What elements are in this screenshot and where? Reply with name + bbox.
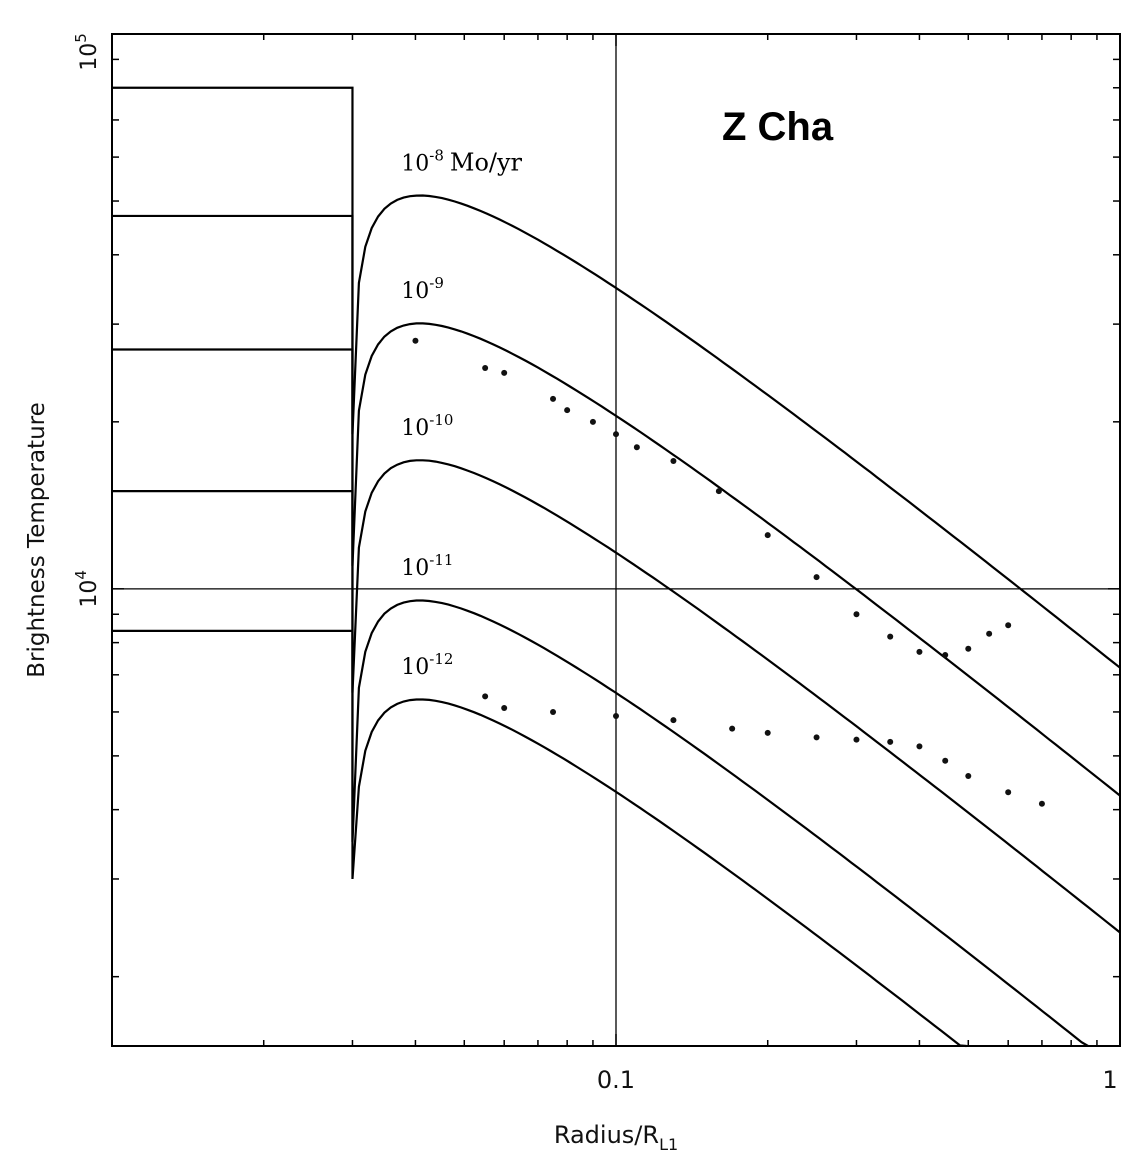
outburst-point [942, 651, 949, 658]
curve-label: 10-12 [401, 650, 453, 680]
outburst-point [1005, 622, 1012, 629]
observed-points [412, 337, 1045, 807]
outburst-point [501, 369, 508, 376]
quiescence-point [887, 738, 894, 745]
curve-label-base: 10 [401, 556, 429, 581]
outburst-point [564, 407, 571, 414]
quiescence-point [764, 729, 771, 736]
quiescence-point [550, 708, 557, 715]
x-tick-label: 0.1 [597, 1066, 635, 1094]
outburst-point [887, 633, 894, 640]
quiescence-point [965, 772, 972, 779]
outburst-point [965, 645, 972, 652]
quiescence-point [482, 693, 489, 700]
model-curve [112, 490, 1089, 1047]
quiescence-point [670, 717, 677, 724]
x-axis-label-sub: L1 [659, 1135, 678, 1154]
outburst-point [916, 648, 923, 655]
y-tick-exp: 4 [72, 570, 90, 580]
quiescence-point [853, 736, 860, 743]
curve-label-exp: -11 [429, 551, 453, 569]
curve-label-base: 10 [401, 151, 429, 176]
y-tick-label: 105 [72, 33, 102, 71]
x-axis-label-main: Radius/R [554, 1121, 659, 1149]
outburst-point [482, 365, 489, 372]
curve-label: 10-11 [401, 551, 453, 581]
quiescence-point [1005, 789, 1012, 796]
x-tick-label: 1 [1102, 1066, 1117, 1094]
curve-label: 10-10 [401, 411, 453, 441]
y-tick-base: 10 [77, 43, 102, 71]
y-tick-label-text: 105 [72, 33, 102, 71]
curve-label: 10-9 [401, 274, 444, 304]
outburst-point [633, 444, 640, 451]
x-axis-label: Radius/RL1 [554, 1121, 678, 1154]
model-curves [112, 86, 1121, 1048]
quiescence-point [1038, 800, 1045, 807]
outburst-point [764, 532, 771, 539]
outburst-point [715, 488, 722, 495]
quiescence-point [813, 734, 820, 741]
y-axis-label: Brightness Temperature [24, 402, 50, 678]
gridlines [112, 34, 1120, 1046]
y-tick-label: 104 [72, 570, 102, 608]
outburst-point [613, 431, 619, 438]
model-curve [112, 348, 1121, 934]
quiescence-point [729, 725, 736, 732]
model-curve [112, 86, 1121, 669]
quiescence-point [942, 757, 949, 764]
outburst-point [813, 574, 820, 581]
curve-label-base: 10 [401, 279, 429, 304]
outburst-point [589, 418, 596, 425]
curve-label-exp: -10 [429, 411, 453, 429]
curve-label-base: 10 [401, 416, 429, 441]
outburst-point [550, 395, 557, 402]
y-tick-base: 10 [77, 580, 102, 608]
curve-label: 10-8 Mo/yr [401, 146, 522, 176]
outburst-point [670, 457, 677, 464]
quiescence-point [613, 712, 619, 719]
y-tick-exp: 5 [72, 33, 90, 43]
curve-label-base: 10 [401, 655, 429, 680]
model-curve [112, 629, 967, 1048]
curve-label-exp: -12 [429, 650, 453, 668]
outburst-point [986, 630, 993, 637]
quiescence-point [501, 704, 508, 711]
outburst-point [853, 611, 860, 618]
quiescence-point [916, 743, 923, 750]
outburst-point [412, 337, 419, 344]
curve-label-exp: -9 [429, 274, 444, 292]
model-curve [112, 214, 1121, 797]
curve-label-unit: Mo/yr [450, 148, 523, 176]
chart-title: Z Cha [722, 105, 834, 149]
curve-label-exp: -8 [429, 146, 444, 164]
y-tick-label-text: 104 [72, 570, 102, 608]
